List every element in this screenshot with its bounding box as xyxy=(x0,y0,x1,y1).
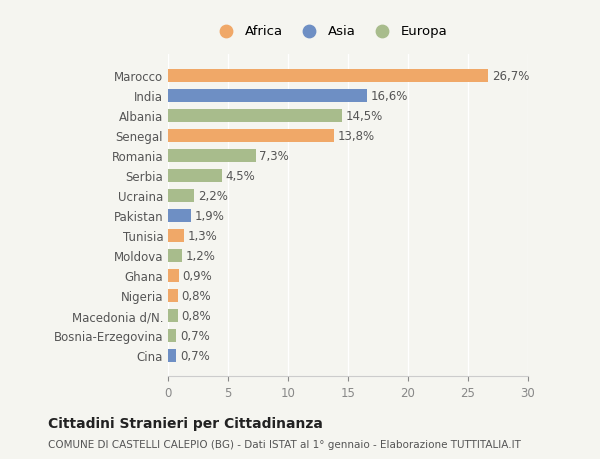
Bar xyxy=(168,169,222,182)
Bar xyxy=(168,110,342,123)
Bar xyxy=(168,269,179,282)
Bar xyxy=(168,329,176,342)
Legend: Africa, Asia, Europa: Africa, Asia, Europa xyxy=(208,20,452,44)
Text: Cittadini Stranieri per Cittadinanza: Cittadini Stranieri per Cittadinanza xyxy=(48,416,323,430)
Text: COMUNE DI CASTELLI CALEPIO (BG) - Dati ISTAT al 1° gennaio - Elaborazione TUTTIT: COMUNE DI CASTELLI CALEPIO (BG) - Dati I… xyxy=(48,440,521,449)
Text: 0,7%: 0,7% xyxy=(180,349,210,362)
Text: 26,7%: 26,7% xyxy=(492,70,529,83)
Text: 7,3%: 7,3% xyxy=(259,150,289,162)
Text: 0,8%: 0,8% xyxy=(181,309,211,322)
Text: 0,9%: 0,9% xyxy=(182,269,212,282)
Text: 16,6%: 16,6% xyxy=(371,90,408,103)
Bar xyxy=(168,249,182,262)
Text: 13,8%: 13,8% xyxy=(337,129,374,142)
Bar xyxy=(168,289,178,302)
Bar xyxy=(168,229,184,242)
Text: 1,9%: 1,9% xyxy=(194,209,224,222)
Text: 14,5%: 14,5% xyxy=(346,110,383,123)
Bar xyxy=(168,70,488,83)
Text: 0,8%: 0,8% xyxy=(181,289,211,302)
Bar xyxy=(168,150,256,162)
Bar xyxy=(168,309,178,322)
Text: 1,3%: 1,3% xyxy=(187,229,217,242)
Text: 4,5%: 4,5% xyxy=(226,169,256,182)
Text: 1,2%: 1,2% xyxy=(186,249,216,262)
Bar xyxy=(168,349,176,362)
Bar xyxy=(168,90,367,102)
Bar xyxy=(168,129,334,142)
Bar xyxy=(168,209,191,222)
Bar xyxy=(168,189,194,202)
Text: 2,2%: 2,2% xyxy=(198,189,228,202)
Text: 0,7%: 0,7% xyxy=(180,329,210,342)
